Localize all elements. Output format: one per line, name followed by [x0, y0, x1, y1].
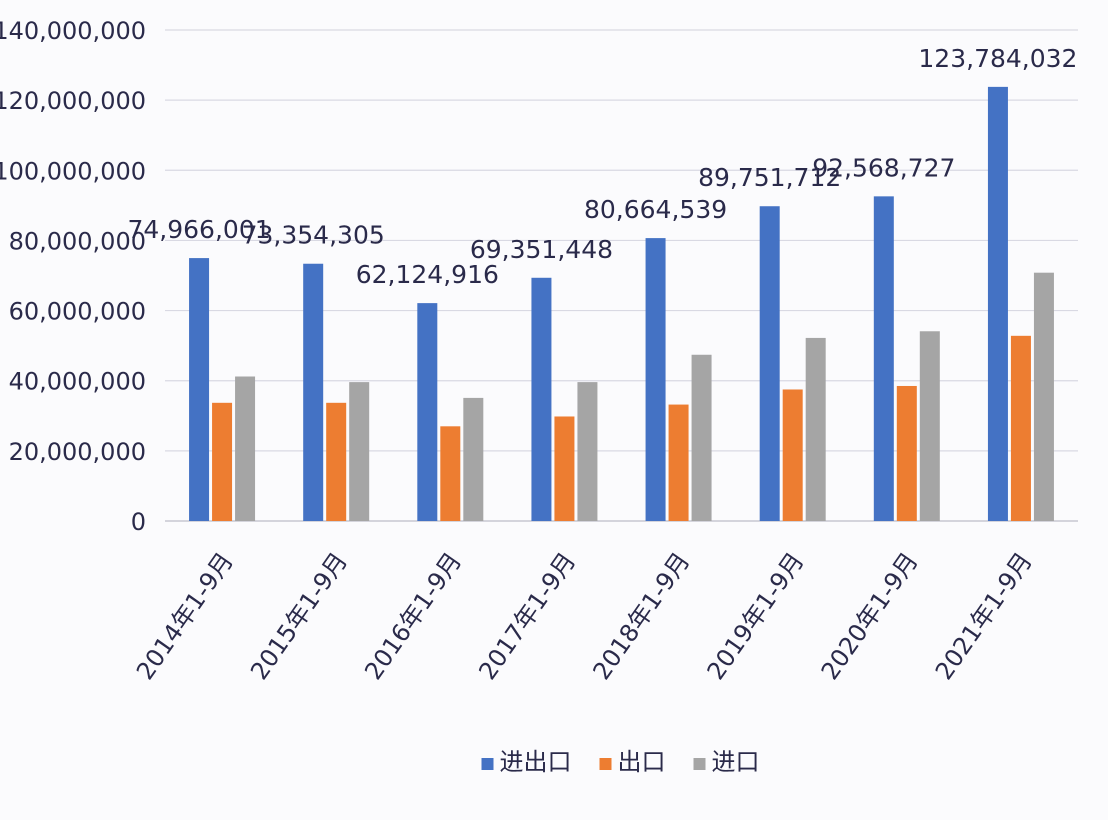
data-label: 73,354,305 [242, 221, 385, 250]
bar-export [440, 426, 461, 521]
data-label: 74,966,001 [127, 215, 270, 244]
legend-label: 出口 [618, 748, 666, 776]
bar-export [782, 389, 803, 521]
data-label: 89,751,712 [698, 163, 841, 192]
bar-export [1010, 335, 1031, 521]
y-tick-label: 20,000,000 [9, 438, 146, 466]
y-axis-tick-labels: 0 20,000,000 40,000,000 60,000,000 80,000,00… [0, 17, 146, 536]
legend: 进出口 出口 进口 [481, 748, 760, 776]
bar-import [691, 354, 712, 521]
data-label: 80,664,539 [584, 195, 727, 224]
x-tick-label: 2015年1-9月 [245, 547, 353, 685]
bar-import [577, 382, 598, 521]
x-tick-label: 2016年1-9月 [359, 547, 467, 685]
bar-import [919, 331, 940, 521]
bar-total [303, 263, 324, 521]
x-axis-tick-labels: 2014年1-9月 2015年1-9月 2016年1-9月 2017年1-9月 2018… [131, 547, 1038, 685]
bar-import [349, 382, 370, 521]
legend-label: 进口 [712, 748, 760, 776]
y-tick-label: 80,000,000 [9, 227, 146, 255]
y-tick-label: 120,000,000 [0, 87, 146, 115]
bars [189, 86, 1054, 522]
legend-swatch [693, 758, 706, 770]
bar-total [531, 277, 552, 521]
y-tick-label: 60,000,000 [9, 298, 146, 326]
legend-label: 进出口 [500, 748, 572, 776]
data-label: 92,568,727 [812, 153, 955, 182]
y-tick-label: 100,000,000 [0, 157, 146, 185]
bar-total [189, 258, 210, 521]
y-tick-label: 140,000,000 [0, 17, 146, 45]
x-tick-label: 2014年1-9月 [131, 547, 239, 685]
bar-import [463, 397, 484, 521]
data-label: 69,351,448 [470, 235, 613, 264]
bar-import [805, 337, 826, 521]
x-tick-label: 2020年1-9月 [816, 547, 924, 685]
data-label: 123,784,032 [918, 44, 1077, 73]
legend-swatch [481, 758, 494, 770]
x-tick-label: 2018年1-9月 [587, 547, 695, 685]
bar-export [896, 385, 917, 521]
data-label: 62,124,916 [356, 260, 499, 289]
bar-total [645, 238, 666, 521]
legend-swatch [599, 758, 612, 770]
bar-total [987, 86, 1008, 522]
y-tick-label: 40,000,000 [9, 368, 146, 396]
bar-total [873, 196, 894, 521]
x-tick-label: 2021年1-9月 [930, 547, 1038, 685]
x-tick-label: 2019年1-9月 [702, 547, 810, 685]
bar-export [326, 402, 347, 521]
y-tick-label: 0 [131, 508, 146, 536]
gridlines [165, 29, 1078, 522]
bar-import [1033, 272, 1054, 521]
bar-export [212, 402, 233, 521]
bar-export [668, 404, 689, 521]
x-tick-label: 2017年1-9月 [473, 547, 581, 685]
bar-total [759, 206, 780, 522]
bar-export [554, 416, 575, 521]
bar-import [235, 376, 256, 521]
bar-total [417, 303, 438, 521]
